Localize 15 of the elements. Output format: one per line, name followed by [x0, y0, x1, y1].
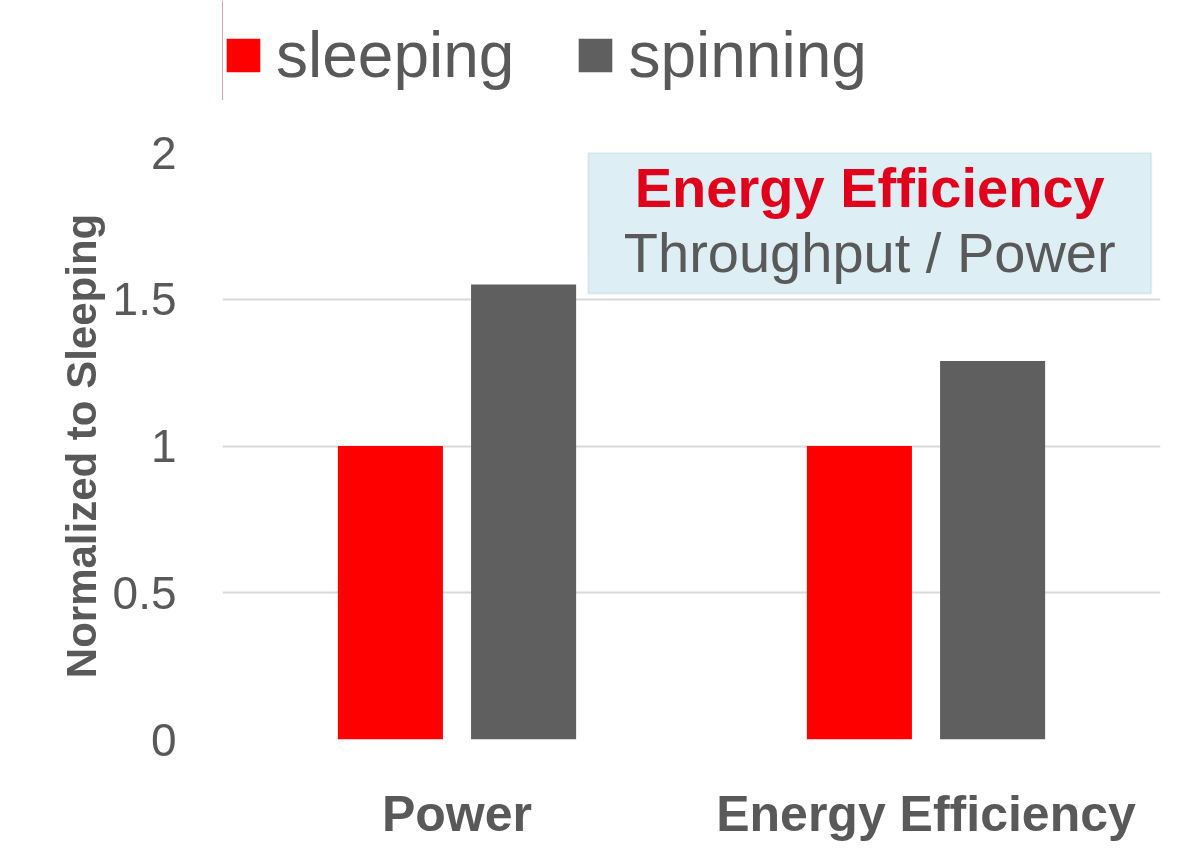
y-tick-label: 0: [150, 713, 177, 766]
bar: [806, 446, 912, 740]
y-tick-label: 0.5: [112, 566, 177, 619]
bar: [471, 284, 577, 740]
bar: [337, 446, 443, 740]
annotation: Throughput / Power: [623, 220, 1116, 284]
legend-label: sleeping: [276, 18, 515, 92]
y-tick-label: 1: [150, 420, 177, 472]
bar: [940, 360, 1046, 740]
y-tick-label: 1.5: [112, 273, 177, 326]
y-tick-label: 2: [150, 126, 177, 179]
annotation: Energy Efficiency: [634, 156, 1105, 220]
legend-label: spinning: [628, 18, 867, 92]
x-tick-label: Power: [381, 785, 533, 842]
y-axis-title: Normalized to Sleeping: [57, 213, 105, 679]
